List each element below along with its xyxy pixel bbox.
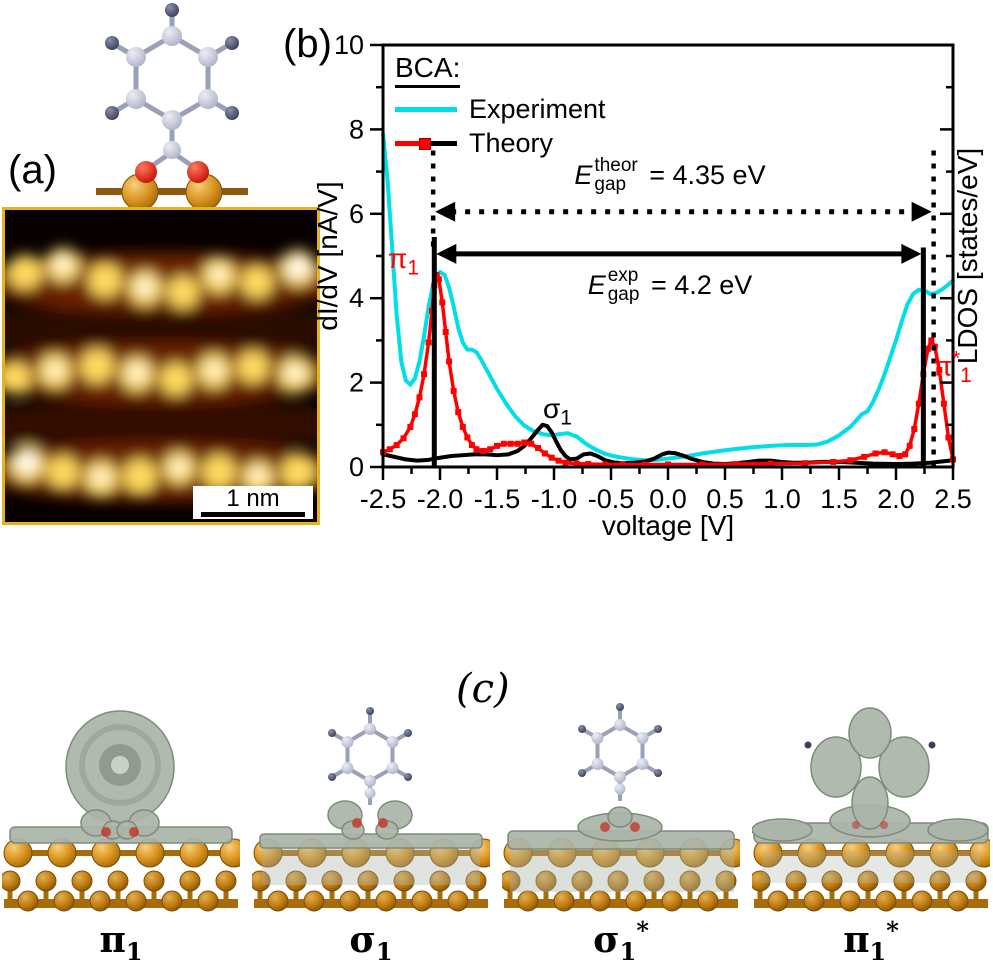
theory-line-sample (395, 137, 457, 150)
oxygen-atom (630, 822, 640, 832)
egap-exp-annotation: E exp gap = 4.2 eV (587, 265, 753, 306)
svg-text:4: 4 (349, 283, 364, 313)
svg-text:0: 0 (349, 452, 364, 482)
svg-text:1.5: 1.5 (820, 484, 858, 514)
hydrogen-atom (928, 741, 936, 749)
peak-label-pi1-star: π*1 (933, 348, 972, 387)
panel-c-label: (c) (456, 666, 510, 712)
orbital-image-sigma1-star (502, 703, 740, 915)
svg-text:-2.0: -2.0 (417, 484, 464, 514)
svg-text:-2.5: -2.5 (360, 484, 407, 514)
svg-text:2.5: 2.5 (934, 484, 972, 514)
stm-topography (5, 210, 317, 522)
oxygen-atom (135, 161, 157, 183)
orbital-image-pi1-star (752, 703, 990, 915)
egap-theor-annotation: E theor gap = 4.35 eV (574, 155, 766, 196)
bca-molecule-model (96, 3, 248, 207)
panel-b-label: (b) (283, 22, 332, 66)
orbital-label-sigma1-star: σ1* (593, 916, 649, 967)
oxygen-atom (378, 818, 388, 828)
didv-ldos-chart: -2.5 -2.0 -1.5 -1.0 -0.5 0.0 0.5 1.0 1.5 2.0 2.5 0 2… (312, 30, 983, 541)
peak-label-sigma1: σ1 (543, 393, 572, 430)
svg-text:0.0: 0.0 (649, 484, 687, 514)
oxygen-atom (187, 161, 209, 183)
svg-text:2.0: 2.0 (877, 484, 915, 514)
panel-a-label: (a) (8, 148, 57, 192)
oxygen-atom (101, 827, 111, 837)
hydrogen-atom (804, 741, 812, 749)
scale-bar-line (201, 512, 305, 517)
scale-bar: 1 nm (193, 486, 313, 519)
svg-text:1.0: 1.0 (763, 484, 801, 514)
oxygen-atom (852, 821, 860, 829)
substrate-rod (96, 188, 248, 195)
svg-text:6: 6 (349, 199, 364, 229)
svg-text:2: 2 (349, 368, 364, 398)
orbital-label-pi1: π1 (99, 919, 143, 967)
orbital-label-pi1-star: π1* (843, 916, 899, 967)
svg-text:voltage [V]: voltage [V] (602, 510, 734, 541)
svg-text:dI/dV [nA/V]: dI/dV [nA/V] (312, 181, 343, 330)
svg-text:-1.0: -1.0 (531, 484, 578, 514)
svg-text:8: 8 (349, 114, 364, 144)
svg-text:0.5: 0.5 (706, 484, 744, 514)
peak-label-pi1: π1 (388, 243, 420, 280)
legend-entry-experiment: Experiment (395, 94, 606, 124)
svg-text:10: 10 (334, 30, 364, 60)
legend-title: BCA: (395, 52, 461, 88)
oxygen-atom (352, 818, 362, 828)
legend-entry-theory: Theory (395, 128, 606, 158)
orbital-label-sigma1: σ1 (349, 919, 393, 967)
oxygen-atom (129, 827, 139, 837)
oxygen-atom (880, 821, 888, 829)
scale-bar-label: 1 nm (226, 485, 280, 512)
svg-text:-1.5: -1.5 (474, 484, 521, 514)
svg-text:LDOS [states/eV]: LDOS [states/eV] (952, 148, 983, 364)
chart-legend: BCA: Experiment Theory (395, 52, 606, 158)
svg-text:-0.5: -0.5 (588, 484, 635, 514)
oxygen-atom (600, 822, 610, 832)
stm-image: 1 nm (2, 207, 320, 525)
orbital-image-pi1 (2, 703, 240, 915)
carbon-atoms (126, 26, 218, 159)
hydrogen-atoms (105, 3, 239, 120)
orbital-image-sigma1 (252, 703, 490, 915)
experiment-line-sample (395, 106, 457, 112)
